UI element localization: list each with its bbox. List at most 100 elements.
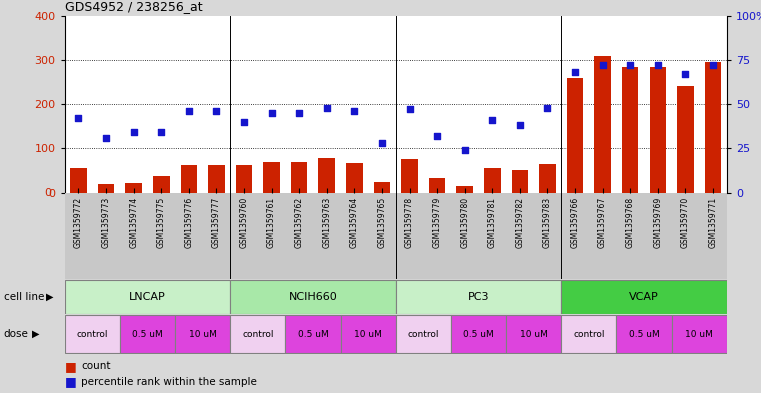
Text: GSM1359775: GSM1359775 <box>157 197 166 248</box>
Text: GSM1359779: GSM1359779 <box>432 197 441 248</box>
Point <box>486 117 498 123</box>
Point <box>651 62 664 68</box>
Point <box>320 105 333 111</box>
Text: VCAP: VCAP <box>629 292 659 302</box>
Text: GSM1359766: GSM1359766 <box>571 197 580 248</box>
Bar <box>705 62 721 193</box>
Text: GSM1359763: GSM1359763 <box>322 197 331 248</box>
Bar <box>341 315 396 353</box>
Bar <box>396 280 561 314</box>
Text: GSM1359776: GSM1359776 <box>184 197 193 248</box>
Bar <box>263 162 280 193</box>
Point <box>349 108 361 114</box>
Text: ■: ■ <box>65 360 76 373</box>
Point <box>210 108 222 114</box>
Bar <box>70 168 87 193</box>
Text: 0.5 uM: 0.5 uM <box>298 330 328 338</box>
Text: GSM1359769: GSM1359769 <box>653 197 662 248</box>
Point <box>514 122 526 129</box>
Bar <box>346 162 362 193</box>
Point <box>680 71 692 77</box>
Point <box>238 119 250 125</box>
Bar <box>401 160 418 193</box>
Bar <box>374 182 390 193</box>
Text: 10 uM: 10 uM <box>520 330 548 338</box>
Bar <box>539 164 556 193</box>
Text: GSM1359770: GSM1359770 <box>681 197 690 248</box>
Bar <box>175 315 230 353</box>
Text: 10 uM: 10 uM <box>189 330 217 338</box>
Bar <box>180 165 197 193</box>
Bar <box>230 315 285 353</box>
Bar <box>65 315 119 353</box>
Text: LNCAP: LNCAP <box>129 292 166 302</box>
Point <box>707 62 719 68</box>
Bar <box>671 315 727 353</box>
Bar <box>567 77 584 193</box>
Text: ▶: ▶ <box>46 292 53 302</box>
Text: NCIH660: NCIH660 <box>288 292 337 302</box>
Point <box>431 133 443 139</box>
Text: GSM1359777: GSM1359777 <box>212 197 221 248</box>
Point <box>624 62 636 68</box>
Point <box>100 134 112 141</box>
Text: GSM1359764: GSM1359764 <box>350 197 359 248</box>
Bar <box>236 165 252 193</box>
Point <box>541 105 553 111</box>
Text: PC3: PC3 <box>468 292 489 302</box>
Bar <box>396 315 451 353</box>
Bar <box>318 158 335 193</box>
Bar <box>230 280 396 314</box>
Point <box>569 69 581 75</box>
Text: ■: ■ <box>65 375 76 389</box>
Text: GSM1359778: GSM1359778 <box>405 197 414 248</box>
Bar <box>285 315 341 353</box>
Bar <box>616 315 671 353</box>
Text: GSM1359773: GSM1359773 <box>101 197 110 248</box>
Bar <box>622 66 638 193</box>
Text: GDS4952 / 238256_at: GDS4952 / 238256_at <box>65 0 202 13</box>
Point <box>403 106 416 112</box>
Bar <box>126 183 142 193</box>
Bar <box>561 280 727 314</box>
Text: 10 uM: 10 uM <box>354 330 382 338</box>
Text: GSM1359781: GSM1359781 <box>488 197 497 248</box>
Text: control: control <box>573 330 604 338</box>
Text: GSM1359765: GSM1359765 <box>377 197 387 248</box>
Bar <box>451 315 506 353</box>
Text: control: control <box>242 330 273 338</box>
Bar <box>511 171 528 193</box>
Text: control: control <box>77 330 108 338</box>
Point <box>376 140 388 146</box>
Text: GSM1359780: GSM1359780 <box>460 197 470 248</box>
Text: control: control <box>408 330 439 338</box>
Text: GSM1359782: GSM1359782 <box>515 197 524 248</box>
Text: GSM1359783: GSM1359783 <box>543 197 552 248</box>
Text: 0.5 uM: 0.5 uM <box>132 330 163 338</box>
Bar <box>506 315 561 353</box>
Point <box>266 110 278 116</box>
Text: 10 uM: 10 uM <box>685 330 713 338</box>
Text: GSM1359774: GSM1359774 <box>129 197 139 248</box>
Bar <box>120 315 175 353</box>
Bar <box>97 184 114 193</box>
Point <box>459 147 471 153</box>
Point <box>72 115 84 121</box>
Bar <box>153 176 170 193</box>
Bar <box>65 280 230 314</box>
Text: 0.5 uM: 0.5 uM <box>629 330 659 338</box>
Text: cell line: cell line <box>4 292 44 302</box>
Point <box>128 129 140 136</box>
Bar <box>209 165 224 193</box>
Bar <box>677 86 694 193</box>
Text: GSM1359768: GSM1359768 <box>626 197 635 248</box>
Point <box>183 108 195 114</box>
Bar <box>649 66 666 193</box>
Text: count: count <box>81 361 111 371</box>
Text: percentile rank within the sample: percentile rank within the sample <box>81 377 257 387</box>
Point <box>155 129 167 136</box>
Bar <box>484 168 501 193</box>
Text: GSM1359761: GSM1359761 <box>267 197 276 248</box>
Text: GSM1359762: GSM1359762 <box>295 197 304 248</box>
Text: GSM1359771: GSM1359771 <box>708 197 718 248</box>
